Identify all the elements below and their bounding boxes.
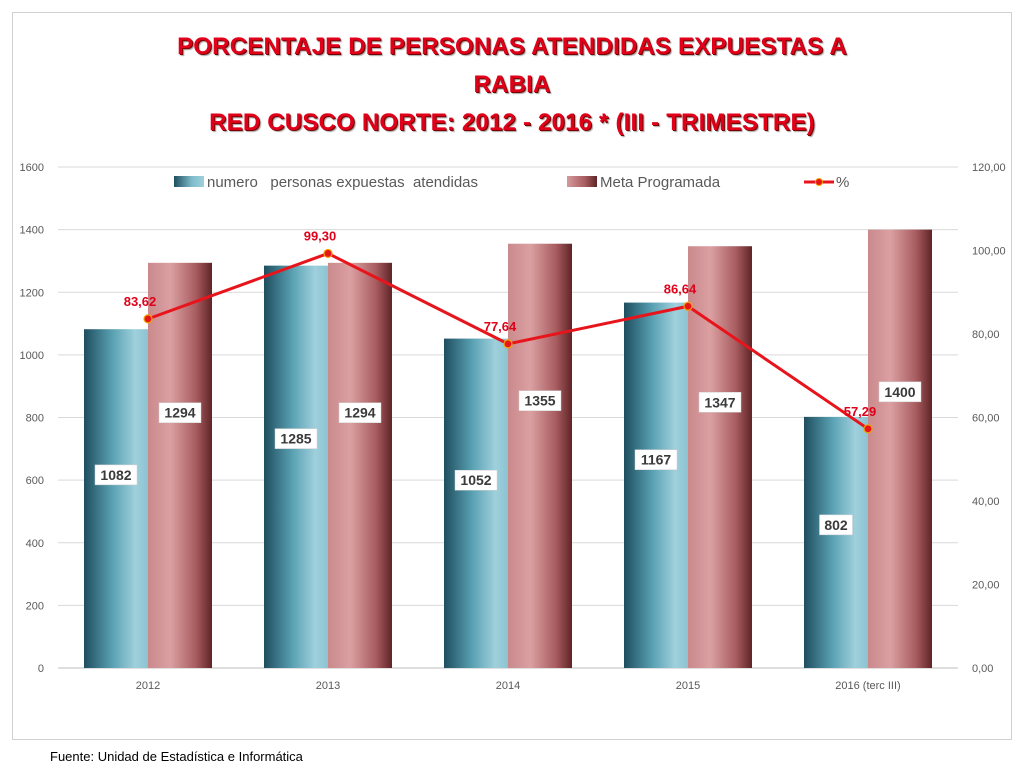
x-tick-label: 2013 (316, 680, 340, 692)
data-label-atendidas: 1285 (280, 431, 311, 447)
data-label-atendidas-box (819, 514, 853, 536)
data-label-meta: 1294 (164, 405, 195, 421)
data-label-meta-box (698, 392, 742, 413)
legend-label-pct: % (836, 174, 849, 191)
bar-atendidas (624, 302, 688, 668)
x-tick-label: 2014 (496, 680, 520, 692)
chart-title: PORCENTAJE DE PERSONAS ATENDIDAS EXPUEST… (20, 28, 1004, 142)
x-tick-label: 2015 (676, 680, 700, 692)
data-label-pct: 83,62 (124, 294, 157, 309)
y-tick-label: 400 (26, 538, 44, 550)
labels-layer: 1082 1294 1285 1294 1052 1355 1167 1347 802 1400 8… (94, 228, 922, 536)
data-label-atendidas: 1082 (100, 467, 131, 483)
y2-tick-label: 100,00 (972, 246, 1006, 258)
legend-swatch-meta (567, 176, 597, 187)
legend-label-meta: Meta Programada (600, 174, 721, 191)
legend: numero personas expuestas atendidas Meta… (174, 174, 849, 191)
data-label-meta-box (878, 381, 922, 403)
y2-tick-label: 60,00 (972, 413, 1000, 425)
data-label-meta-box (158, 402, 202, 423)
y-axis-right: 0,00 20,00 40,00 60,00 80,00 100,00 120,00 (972, 162, 1006, 675)
data-label-atendidas-box (634, 449, 678, 470)
data-label-meta: 1294 (344, 405, 375, 421)
y2-tick-label: 20,00 (972, 580, 1000, 592)
x-tick-label: 2012 (136, 680, 160, 692)
x-tick-label: 2016 (terc III) (835, 680, 900, 692)
y-tick-label: 1000 (20, 350, 44, 362)
legend-label-atendidas: numero personas expuestas atendidas (207, 174, 478, 191)
source-note: Fuente: Unidad de Estadística e Informát… (50, 749, 303, 764)
y-tick-label: 200 (26, 600, 44, 612)
data-label-atendidas: 1167 (641, 452, 672, 468)
data-label-atendidas: 1052 (460, 472, 491, 488)
legend-swatch-atendidas (174, 176, 204, 187)
bar-atendidas (804, 416, 868, 668)
title-line-2: RABIA (473, 71, 551, 98)
title-line-1: PORCENTAJE DE PERSONAS ATENDIDAS EXPUEST… (177, 33, 847, 60)
data-label-atendidas-box (274, 428, 318, 449)
y-tick-label: 1600 (20, 162, 44, 174)
y-axis-left: 0 200 400 600 800 1000 1200 1400 1600 (20, 162, 44, 675)
bar-atendidas (264, 265, 328, 668)
data-label-atendidas: 802 (824, 517, 848, 533)
bar-meta (148, 262, 212, 668)
bar-meta (328, 262, 392, 668)
data-label-pct: 57,29 (844, 404, 877, 419)
pct-line-layer (143, 248, 873, 434)
x-axis: 2012 2013 2014 2015 2016 (terc III) (58, 667, 958, 692)
y-tick-label: 1200 (20, 287, 44, 299)
bar-meta (508, 243, 572, 668)
y-tick-label: 1400 (20, 225, 44, 237)
data-label-meta: 1355 (524, 393, 555, 409)
bar-meta (868, 229, 932, 668)
y-tick-label: 800 (26, 413, 44, 425)
data-label-meta-box (338, 402, 382, 423)
y2-tick-label: 120,00 (972, 162, 1006, 174)
y2-tick-label: 80,00 (972, 329, 1000, 341)
title-line-3: RED CUSCO NORTE: 2012 - 2016 * (III - TR… (209, 109, 815, 136)
bar-atendidas (84, 329, 148, 668)
combo-chart: 0 200 400 600 800 1000 1200 1400 1600 0,00 20,00 4… (20, 162, 1006, 692)
data-label-atendidas-box (94, 464, 138, 486)
pct-marker (503, 339, 513, 349)
data-label-meta: 1400 (884, 384, 915, 400)
bar-atendidas (444, 338, 508, 668)
legend-swatch-pct-marker (815, 178, 823, 186)
pct-marker (863, 424, 873, 434)
pct-marker (683, 301, 693, 311)
bars-layer (84, 229, 932, 668)
data-label-pct: 77,64 (484, 319, 517, 334)
data-label-meta: 1347 (704, 394, 735, 410)
data-label-pct: 86,64 (664, 281, 697, 296)
y2-tick-label: 40,00 (972, 496, 1000, 508)
data-label-pct: 99,30 (304, 228, 337, 243)
y2-tick-label: 0,00 (972, 663, 993, 675)
y-tick-label: 600 (26, 475, 44, 487)
pct-marker (323, 248, 333, 259)
pct-marker (143, 314, 153, 324)
data-label-meta-box (518, 390, 562, 411)
data-label-atendidas-box (454, 469, 498, 491)
bar-meta (688, 246, 752, 668)
y-tick-label: 0 (38, 663, 44, 675)
